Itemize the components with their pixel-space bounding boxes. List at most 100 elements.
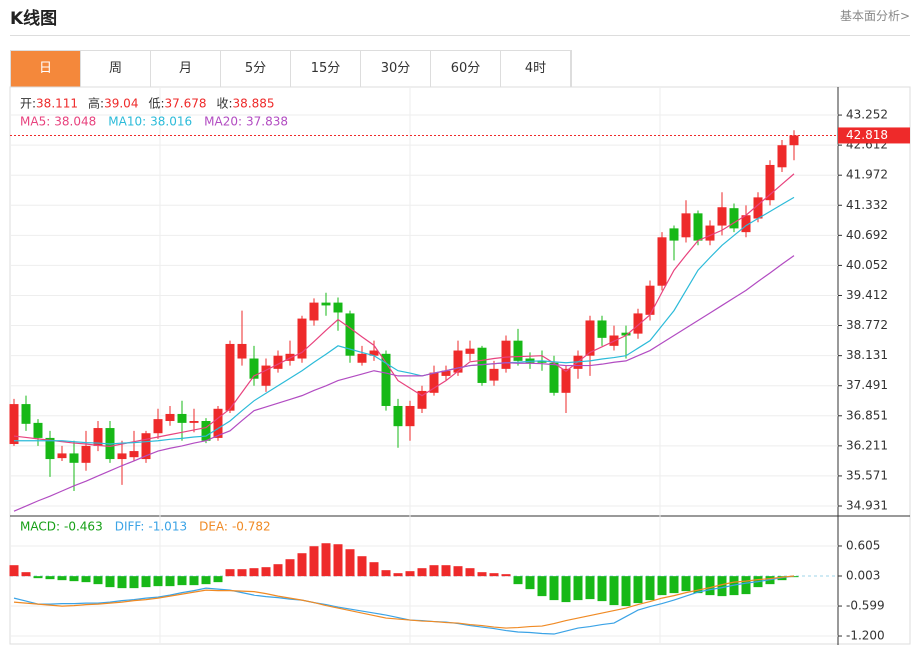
macd-bar (489, 573, 499, 577)
line (13, 173, 795, 447)
candle-body (597, 320, 607, 338)
macd-bar (369, 562, 379, 577)
macd-bar (393, 573, 403, 577)
tab[interactable]: 30分 (361, 51, 431, 87)
legend-label: MA20: (204, 115, 242, 129)
legend-label: DEA: (199, 520, 228, 534)
candle-body (645, 285, 655, 315)
candle-body (369, 350, 379, 356)
candle-body (129, 451, 139, 458)
info-label: 高: (88, 96, 104, 111)
candle-body (693, 213, 703, 241)
macd-bar (285, 559, 295, 577)
tab[interactable]: 60分 (431, 51, 501, 87)
candle-body (189, 421, 199, 423)
tab[interactable]: 4时 (501, 51, 571, 87)
candle-body (429, 372, 439, 393)
candle-body (501, 340, 511, 369)
candle-body (57, 453, 67, 459)
tab[interactable]: 日 (11, 51, 81, 87)
macd-bar (477, 572, 487, 577)
macd-bar (381, 570, 391, 577)
candle-body (285, 353, 295, 361)
tab[interactable]: 周 (81, 51, 151, 87)
macd-bar (201, 576, 211, 585)
y-tick-label: -1.200 (846, 629, 885, 643)
macd-bar (237, 569, 247, 577)
macd-bar (57, 576, 67, 581)
macd-bar (153, 576, 163, 587)
candle-body (69, 453, 79, 463)
info-label: 开: (20, 97, 36, 111)
legend-value: -0.463 (64, 520, 103, 534)
tab[interactable]: 15分 (291, 51, 361, 87)
analysis-link[interactable]: 基本面分析> (839, 9, 910, 23)
candle-body (777, 145, 787, 168)
candle-body (201, 421, 211, 441)
price-tag-label: 42.818 (846, 128, 888, 142)
page-title: K线图 (10, 9, 58, 29)
candle-body (249, 358, 259, 379)
candle-body (297, 318, 307, 359)
info-value: 38.885 (233, 97, 275, 111)
legend-label: MA10: (108, 115, 146, 129)
candle-body (477, 347, 487, 383)
candle-body (333, 302, 343, 313)
y-tick-label: 34.931 (846, 498, 888, 512)
legend-label: MACD: (20, 520, 60, 534)
macd-bar (297, 553, 307, 577)
legend-value: 38.016 (150, 115, 192, 129)
candle-body (441, 370, 451, 376)
candle-body (309, 302, 319, 321)
candle-body (237, 343, 247, 359)
candle-body (705, 225, 715, 241)
tab[interactable]: 月 (151, 51, 221, 87)
macd-bar (465, 568, 475, 577)
legend-value: -1.013 (148, 520, 187, 534)
candle-body (321, 302, 331, 306)
macd-bar (69, 576, 79, 582)
macd-bar (669, 576, 679, 594)
candle-body (669, 228, 679, 241)
macd-bar (309, 546, 319, 577)
legend-label: DIFF: (115, 520, 145, 534)
macd-bar (405, 571, 415, 577)
legend-value: 38.048 (54, 115, 96, 129)
candle-body (525, 358, 535, 363)
candle-body (261, 365, 271, 386)
candle-body (177, 413, 187, 423)
macd-bar (357, 556, 367, 577)
candle-body (405, 405, 415, 427)
macd-bar (561, 576, 571, 603)
candle-body (657, 237, 667, 286)
macd-bar (537, 576, 547, 597)
macd-bar (177, 576, 187, 586)
macd-bar (609, 576, 619, 606)
price-tag (838, 127, 910, 144)
macd-bar (321, 543, 331, 577)
macd-bar (597, 576, 607, 602)
tab-bar: 日周月 5分 15分 30分 60分 4时 (10, 50, 572, 87)
legend-value: -0.782 (232, 520, 271, 534)
candle-body (765, 164, 775, 201)
candle-body (465, 348, 475, 354)
candle-body (513, 340, 523, 361)
candle-body (81, 445, 91, 463)
info-value: 39.04 (104, 97, 138, 111)
tab[interactable]: 5分 (221, 51, 291, 87)
macd-bar (789, 576, 799, 578)
macd-bar (129, 576, 139, 589)
macd-bar (225, 569, 235, 577)
macd-bar (633, 576, 643, 604)
y-tick-label: 40.052 (846, 258, 888, 272)
candle-body (489, 368, 499, 381)
candle-body (357, 353, 367, 363)
info-value: 38.111 (36, 97, 78, 111)
macd-bar (81, 576, 91, 583)
macd-bar (333, 544, 343, 577)
candle-body (753, 197, 763, 219)
y-tick-label: 39.412 (846, 288, 888, 302)
candle-body (741, 215, 751, 233)
y-tick-label: 40.692 (846, 228, 888, 242)
